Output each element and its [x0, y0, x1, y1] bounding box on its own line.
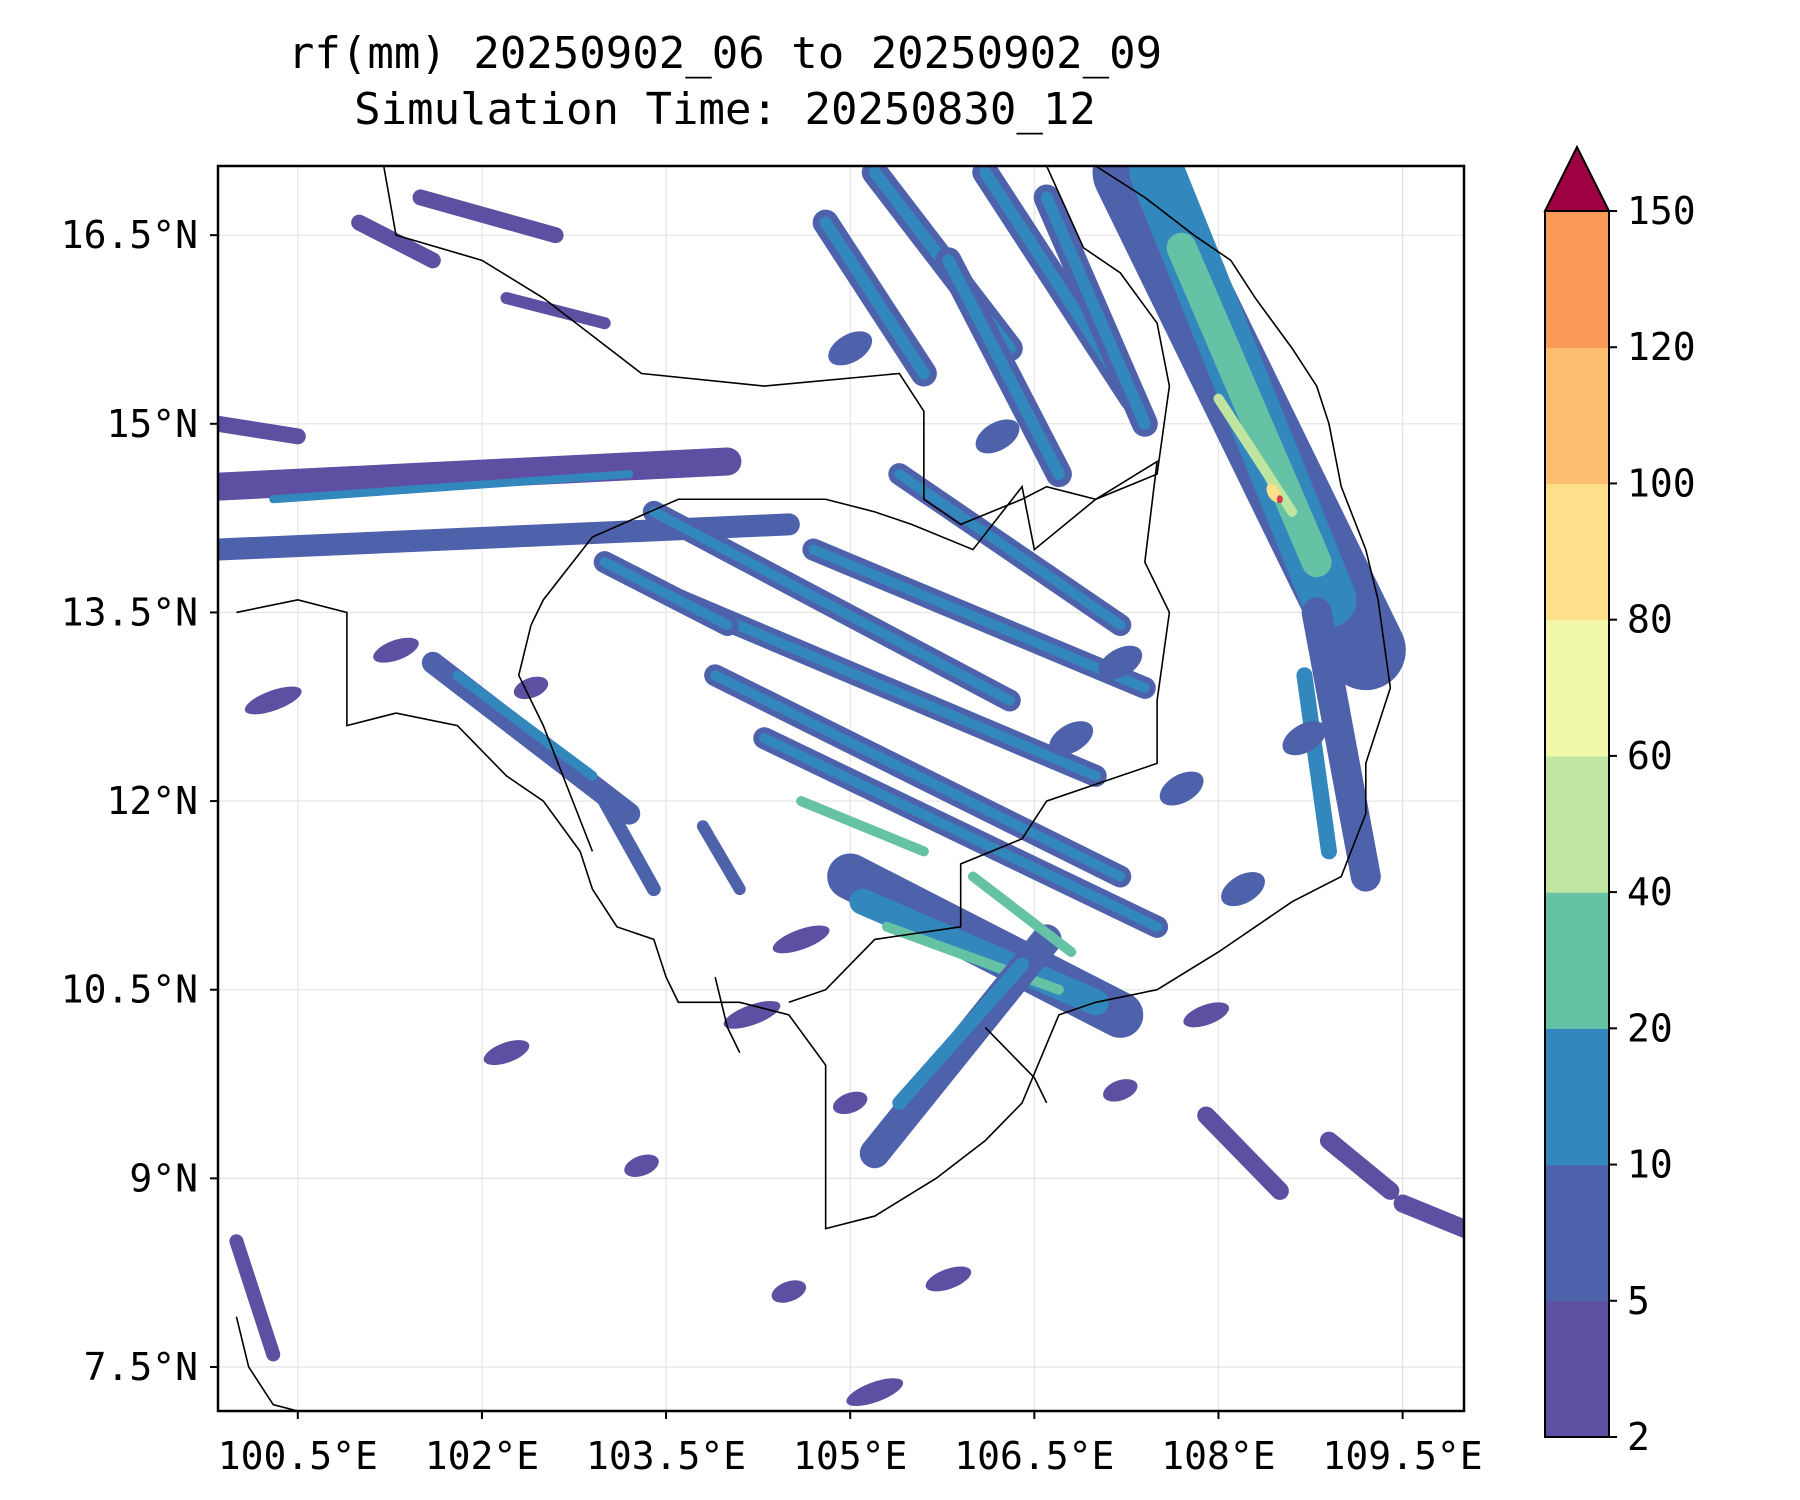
chart-title-line2: Simulation Time: 20250830_12	[354, 84, 1096, 135]
colorbar-segment	[1545, 1028, 1609, 1166]
rainfall-fields	[218, 166, 1464, 1407]
colorbar-segment	[1545, 483, 1609, 621]
rain-cell	[1098, 645, 1143, 680]
rain-band	[967, 871, 1077, 957]
rain-band	[808, 544, 1150, 693]
x-axis-ticks: 100.5°E 102°E 103.5°E 105°E 106.5°E 108°E 109.…	[218, 1411, 1483, 1478]
rain-band	[1296, 667, 1337, 860]
rain-cell	[1159, 771, 1204, 806]
rain-cell	[1276, 495, 1283, 504]
rain-cell	[624, 1154, 659, 1178]
colorbar-tick-label: 80	[1627, 598, 1673, 642]
rain-band	[894, 469, 1126, 631]
colorbar-segment	[1545, 1300, 1609, 1438]
colorbar-tick-label: 60	[1627, 734, 1673, 778]
rain-band	[796, 796, 929, 857]
rain-cell	[1221, 872, 1265, 907]
rain-band	[696, 820, 746, 896]
rain-band	[892, 957, 1030, 1110]
rain-band	[648, 506, 1015, 706]
rain-band	[229, 1234, 281, 1362]
rain-band	[500, 292, 611, 330]
y-tick-label: 7.5°N	[84, 1345, 198, 1389]
rain-band	[412, 189, 564, 244]
x-tick-label: 108°E	[1161, 1434, 1275, 1478]
y-tick-label: 12°N	[106, 779, 198, 823]
coastline-mainland	[236, 166, 1392, 1230]
y-tick-label: 15°N	[106, 402, 198, 446]
rain-band	[421, 651, 641, 825]
rain-band	[218, 447, 742, 501]
rain-cell	[828, 331, 873, 366]
colorbar-tick-label: 10	[1627, 1143, 1673, 1187]
colorbar-tick-label: 120	[1627, 325, 1696, 369]
rain-cell	[832, 1091, 868, 1115]
rain-band	[673, 594, 1101, 781]
rain-band	[1319, 1131, 1400, 1200]
mekong-river-mouth	[984, 1026, 1048, 1104]
rain-cell	[846, 1378, 904, 1407]
y-axis-ticks: 16.5°N 15°N 13.5°N 12°N 10.5°N 9°N 7.5°N	[61, 213, 218, 1389]
colorbar-segment	[1545, 347, 1609, 485]
rain-cell	[1103, 1079, 1138, 1102]
y-tick-label: 13.5°N	[61, 590, 198, 634]
rain-band	[1040, 191, 1151, 430]
colorbar-tick-label: 40	[1627, 870, 1673, 914]
rain-cell	[975, 419, 1020, 454]
x-tick-label: 109.5°E	[1323, 1434, 1483, 1478]
rain-band	[1393, 1194, 1464, 1238]
y-tick-label: 16.5°N	[61, 213, 198, 257]
x-tick-label: 102°E	[425, 1434, 539, 1478]
rain-band	[597, 794, 661, 897]
y-tick-label: 9°N	[129, 1156, 198, 1200]
rain-band	[269, 470, 634, 504]
coastlines-and-borders	[235, 166, 1392, 1411]
colorbar-extend-arrow	[1543, 144, 1611, 212]
rain-cell	[1282, 721, 1327, 756]
colorbar-tick-label: 5	[1627, 1279, 1650, 1323]
rain-band	[819, 216, 930, 380]
rain-cell	[373, 637, 419, 663]
x-tick-label: 105°E	[793, 1434, 907, 1478]
colorbar-tick-label: 100	[1627, 461, 1696, 505]
colorbar-segment	[1545, 211, 1609, 348]
x-tick-label: 100.5°E	[218, 1434, 378, 1478]
rain-band	[710, 670, 1126, 882]
rain-cell	[1183, 1002, 1230, 1028]
rain-cell	[723, 1000, 781, 1029]
colorbar: 2 5 10 20 40 60 80 100 120 150	[1543, 144, 1696, 1459]
rain-band	[351, 214, 441, 269]
y-tick-label: 10.5°N	[61, 968, 198, 1012]
rain-band	[599, 557, 733, 631]
chart-title-line1: rf(mm) 20250902_06 to 20250902_09	[288, 28, 1162, 79]
rain-cell	[925, 1266, 972, 1292]
map-frame	[216, 164, 1466, 1413]
colorbar-tick-label: 2	[1627, 1415, 1650, 1459]
laos-border	[382, 166, 1171, 526]
cambodia-border	[530, 459, 1171, 1004]
rain-cell	[771, 1280, 807, 1303]
thailand-cambodia-border	[517, 624, 594, 852]
colorbar-frame	[1544, 210, 1610, 1438]
rain-band	[452, 670, 598, 781]
x-tick-label: 103.5°E	[586, 1434, 746, 1478]
x-tick-label: 106.5°E	[954, 1434, 1114, 1478]
rain-cell	[244, 686, 302, 715]
rain-band	[942, 254, 1065, 481]
rain-band	[1197, 1106, 1289, 1200]
rain-cell	[772, 925, 830, 954]
rain-cell	[483, 1040, 530, 1066]
rain-cell	[1049, 721, 1094, 756]
colorbar-segment	[1545, 619, 1609, 757]
colorbar-segment	[1545, 892, 1609, 1029]
colorbar-tick-label: 150	[1627, 189, 1696, 233]
coastline-south	[235, 1316, 298, 1411]
colorbar-segment	[1545, 755, 1609, 893]
rain-band	[759, 733, 1163, 932]
phu-quoc-island	[714, 976, 741, 1053]
colorbar-tick-label: 20	[1627, 1006, 1673, 1050]
rain-band	[218, 415, 306, 445]
colorbar-segment	[1545, 1164, 1609, 1302]
